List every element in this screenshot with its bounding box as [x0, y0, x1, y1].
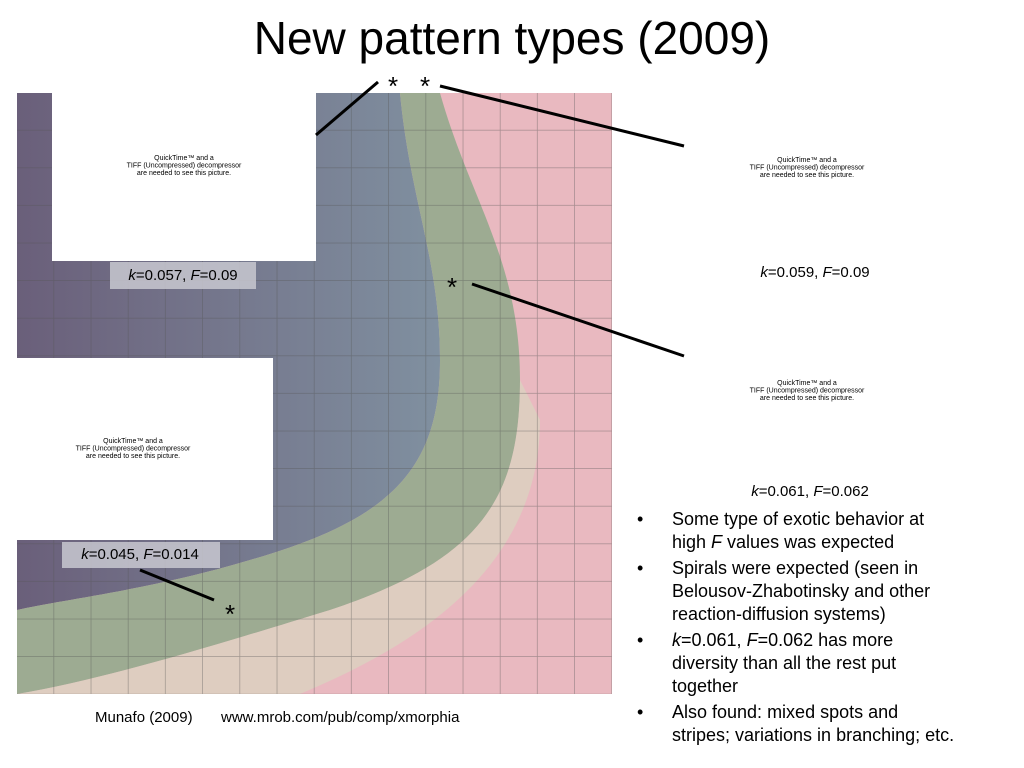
bullet-line: Spirals were expected (seen in [672, 558, 918, 578]
text-run: =0.061, [681, 630, 747, 650]
text-run: =0.09 [832, 264, 870, 281]
bullet-line: high F values was expected [672, 532, 894, 552]
caption-box [110, 262, 256, 289]
text-run: F [191, 267, 201, 284]
marker: * [388, 71, 398, 101]
text-run: =0.014 [153, 546, 199, 563]
bullet-line: Also found: mixed spots and [672, 702, 898, 722]
text-run: k [751, 483, 760, 500]
bullet-line: stripes; variations in branching; etc. [672, 725, 954, 745]
text-run: =0.059, [768, 264, 823, 281]
placeholder-text: TIFF (Uncompressed) decompressor [750, 164, 865, 171]
credit: Munafo (2009) [95, 709, 193, 726]
text-run: F [143, 546, 153, 563]
marker: * [447, 272, 457, 302]
arrows [139, 80, 685, 602]
caption: k=0.061, F=0.062 [751, 483, 869, 500]
arrow [439, 84, 685, 148]
bullet-symbol: • [637, 509, 643, 529]
text-run: =0.045, [89, 546, 144, 563]
placeholder-text: are needed to see this picture. [137, 170, 231, 177]
slide-title: New pattern types (2009) [254, 12, 771, 64]
text-run: stripes; variations in branching; etc. [672, 725, 954, 745]
text-run: together [672, 676, 738, 696]
text-run: high [672, 532, 711, 552]
marker: * [225, 599, 235, 629]
text-run: F [711, 532, 723, 552]
text-run: diversity than all the rest put [672, 653, 896, 673]
text-run: =0.057, [136, 267, 191, 284]
text-run: =0.061, [759, 483, 814, 500]
arrow [315, 80, 379, 137]
bullet-symbol: • [637, 630, 643, 650]
placeholder-text: are needed to see this picture. [760, 395, 854, 402]
text-run: k [672, 630, 682, 650]
bullet-line: reaction-diffusion systems) [672, 604, 886, 624]
placeholder-text: are needed to see this picture. [760, 172, 854, 179]
bullet-line: Some type of exotic behavior at [672, 509, 924, 529]
text-run: Some type of exotic behavior at [672, 509, 924, 529]
text-run: k [81, 546, 90, 563]
bullet-symbol: • [637, 558, 643, 578]
text-run: k [128, 267, 137, 284]
text-run: F [813, 483, 823, 500]
text-run: Belousov-Zhabotinsky and other [672, 581, 930, 601]
caption-box [62, 542, 220, 568]
text-run: Spirals were expected (seen in [672, 558, 918, 578]
image-placeholder [17, 358, 273, 540]
placeholder-text: TIFF (Uncompressed) decompressor [127, 162, 242, 169]
caption: k=0.057, F=0.09 [128, 267, 237, 284]
text-run: values was expected [722, 532, 894, 552]
bullet-line: diversity than all the rest put [672, 653, 896, 673]
text-run: reaction-diffusion systems) [672, 604, 886, 624]
placeholder-text: QuickTime™ and a [103, 438, 163, 445]
caption: k=0.045, F=0.014 [81, 546, 199, 563]
placeholder-text: QuickTime™ and a [777, 380, 837, 387]
text-run: =0.09 [200, 267, 238, 284]
placeholder-text: QuickTime™ and a [154, 155, 214, 162]
placeholder-text: TIFF (Uncompressed) decompressor [76, 445, 191, 452]
bullet-line: together [672, 676, 738, 696]
placeholder-text: TIFF (Uncompressed) decompressor [750, 387, 865, 394]
text-run: F [823, 264, 833, 281]
placeholder-text: QuickTime™ and a [777, 157, 837, 164]
text-run: Also found: mixed spots and [672, 702, 898, 722]
text-run: F [747, 630, 759, 650]
text-run: =0.062 has more [758, 630, 894, 650]
arrow [471, 282, 685, 358]
url: www.mrob.com/pub/comp/xmorphia [220, 709, 460, 726]
text-run: k [760, 264, 769, 281]
placeholder-text: are needed to see this picture. [86, 453, 180, 460]
caption: k=0.059, F=0.09 [760, 264, 869, 281]
image-placeholder [52, 93, 316, 261]
bullet-line: k=0.061, F=0.062 has more [672, 630, 893, 650]
arrow [139, 568, 215, 602]
bullet-symbol: • [637, 702, 643, 722]
text-run: =0.062 [823, 483, 869, 500]
bullet-line: Belousov-Zhabotinsky and other [672, 581, 930, 601]
marker: * [420, 71, 430, 101]
